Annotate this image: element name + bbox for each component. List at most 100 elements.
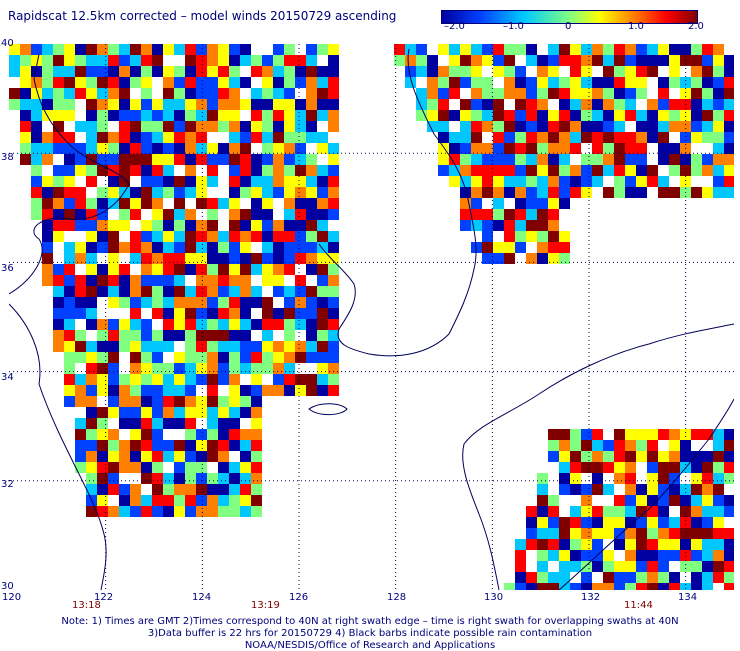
wind-cell bbox=[449, 187, 460, 198]
wind-cell bbox=[152, 275, 163, 286]
wind-cell bbox=[570, 462, 581, 473]
wind-cell bbox=[53, 55, 64, 66]
wind-cell bbox=[306, 121, 317, 132]
wind-cell bbox=[328, 231, 339, 242]
wind-cell bbox=[251, 352, 262, 363]
wind-cell bbox=[548, 517, 559, 528]
wind-cell bbox=[669, 55, 680, 66]
wind-cell bbox=[196, 473, 207, 484]
wind-cell bbox=[724, 165, 734, 176]
wind-cell bbox=[31, 187, 42, 198]
wind-cell bbox=[86, 110, 97, 121]
wind-cell bbox=[713, 484, 724, 495]
wind-cell bbox=[207, 198, 218, 209]
wind-cell bbox=[537, 550, 548, 561]
wind-cell bbox=[119, 495, 130, 506]
wind-cell bbox=[625, 473, 636, 484]
wind-cell bbox=[141, 484, 152, 495]
wind-cell bbox=[548, 187, 559, 198]
wind-cell bbox=[614, 539, 625, 550]
wind-cell bbox=[526, 583, 537, 590]
wind-cell bbox=[702, 484, 713, 495]
wind-cell bbox=[207, 429, 218, 440]
wind-cell bbox=[130, 462, 141, 473]
wind-cell bbox=[548, 242, 559, 253]
wind-cell bbox=[251, 198, 262, 209]
wind-cell bbox=[262, 121, 273, 132]
wind-cell bbox=[64, 110, 75, 121]
wind-cell bbox=[185, 143, 196, 154]
wind-cell bbox=[273, 55, 284, 66]
wind-cell bbox=[185, 165, 196, 176]
wind-cell bbox=[196, 66, 207, 77]
wind-cell bbox=[229, 352, 240, 363]
wind-cell bbox=[262, 242, 273, 253]
wind-cell bbox=[86, 374, 97, 385]
wind-cell bbox=[515, 198, 526, 209]
wind-cell bbox=[174, 220, 185, 231]
wind-cell bbox=[119, 253, 130, 264]
wind-cell bbox=[317, 132, 328, 143]
note-line-2: 3)Data buffer is 22 hrs for 20150729 4) … bbox=[147, 628, 593, 639]
wind-cell bbox=[625, 429, 636, 440]
wind-cell bbox=[218, 297, 229, 308]
wind-cell bbox=[229, 220, 240, 231]
wind-cell bbox=[53, 88, 64, 99]
wind-cell bbox=[31, 143, 42, 154]
wind-cell bbox=[86, 330, 97, 341]
wind-cell bbox=[42, 264, 53, 275]
wind-cell bbox=[493, 132, 504, 143]
wind-cell bbox=[669, 495, 680, 506]
wind-cell bbox=[141, 286, 152, 297]
wind-cell bbox=[86, 440, 97, 451]
wind-cell bbox=[86, 77, 97, 88]
wind-cell bbox=[262, 110, 273, 121]
wind-cell bbox=[438, 143, 449, 154]
wind-cell bbox=[317, 165, 328, 176]
wind-cell bbox=[548, 462, 559, 473]
wind-cell bbox=[328, 44, 339, 55]
wind-cell bbox=[218, 495, 229, 506]
wind-cell bbox=[229, 363, 240, 374]
wind-cell bbox=[251, 187, 262, 198]
wind-cell bbox=[108, 209, 119, 220]
wind-cell bbox=[614, 88, 625, 99]
wind-cell bbox=[515, 99, 526, 110]
wind-cell bbox=[9, 66, 20, 77]
wind-cell bbox=[229, 99, 240, 110]
wind-cell bbox=[130, 407, 141, 418]
wind-cell bbox=[526, 154, 537, 165]
wind-cell bbox=[64, 66, 75, 77]
wind-cell bbox=[328, 121, 339, 132]
wind-cell bbox=[130, 341, 141, 352]
wind-cell bbox=[130, 385, 141, 396]
wind-cell bbox=[185, 385, 196, 396]
wind-cell bbox=[64, 187, 75, 198]
wind-cell bbox=[75, 209, 86, 220]
wind-cell bbox=[680, 132, 691, 143]
wind-cell bbox=[196, 506, 207, 517]
wind-cell bbox=[108, 407, 119, 418]
wind-cell bbox=[515, 110, 526, 121]
wind-cell bbox=[119, 429, 130, 440]
wind-cell bbox=[174, 198, 185, 209]
wind-difference-cells bbox=[9, 44, 734, 590]
wind-cell bbox=[504, 231, 515, 242]
wind-cell bbox=[328, 352, 339, 363]
wind-cell bbox=[328, 143, 339, 154]
wind-cell bbox=[471, 242, 482, 253]
wind-cell bbox=[625, 572, 636, 583]
wind-cell bbox=[592, 143, 603, 154]
wind-cell bbox=[75, 198, 86, 209]
wind-cell bbox=[537, 583, 548, 590]
wind-cell bbox=[317, 187, 328, 198]
lon-label-134: 134 bbox=[678, 592, 698, 603]
wind-cell bbox=[482, 88, 493, 99]
wind-cell bbox=[251, 132, 262, 143]
wind-cell bbox=[141, 341, 152, 352]
wind-cell bbox=[53, 165, 64, 176]
wind-cell bbox=[196, 308, 207, 319]
wind-cell bbox=[108, 363, 119, 374]
wind-cell bbox=[196, 407, 207, 418]
wind-cell bbox=[713, 110, 724, 121]
